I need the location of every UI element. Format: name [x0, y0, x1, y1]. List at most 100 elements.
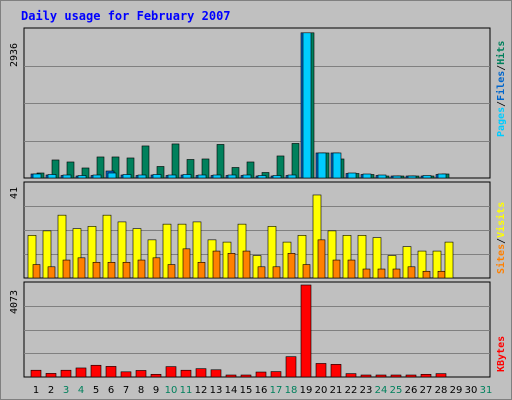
pages-bar-day-20 [317, 152, 327, 179]
visits-bar-day-19 [297, 235, 307, 279]
sites-bar-day-3 [62, 259, 71, 279]
sites-bar-day-9 [152, 257, 161, 279]
day-label-1: 1 [33, 385, 39, 396]
visits-bar-day-3 [57, 214, 67, 279]
kbytes-bar-day-12 [195, 368, 207, 378]
visits-bar-day-22 [342, 235, 352, 279]
sites-bar-day-28 [437, 270, 446, 279]
sites-bar-day-20 [317, 239, 326, 279]
day-label-19: 19 [300, 385, 313, 396]
sites-bar-day-23 [362, 268, 371, 279]
day-label-8: 8 [138, 385, 144, 396]
day-label-31: 31 [480, 385, 493, 396]
pages-bar-day-11 [182, 174, 192, 179]
day-label-27: 27 [420, 385, 433, 396]
day-label-4: 4 [78, 385, 84, 396]
kbytes-bar-day-14 [225, 374, 237, 378]
visits-bar-day-2 [42, 230, 52, 279]
sites-bar-day-1 [32, 264, 41, 279]
sites-bar-day-27 [422, 270, 431, 279]
legend-item-pages: Pages [496, 107, 507, 137]
visits-bar-day-26 [402, 246, 412, 279]
kbytes-bar-day-3 [60, 369, 72, 378]
sites-bar-day-6 [107, 261, 116, 279]
pages-bar-day-24 [377, 174, 387, 179]
visits-bar-day-21 [327, 230, 337, 279]
pages-bar-day-8 [137, 174, 147, 179]
kbytes-bar-day-10 [165, 366, 177, 378]
pages-bar-day-15 [242, 174, 252, 179]
visits-bar-day-5 [87, 226, 97, 279]
day-label-25: 25 [390, 385, 403, 396]
kbytes-bar-day-24 [375, 374, 387, 378]
pages-bar-day-26 [407, 175, 417, 179]
kbytes-bar-day-8 [135, 370, 147, 378]
day-label-16: 16 [255, 385, 268, 396]
sites-bar-day-13 [212, 250, 221, 279]
kbytes-bar-day-21 [330, 364, 342, 378]
day-label-17: 17 [270, 385, 283, 396]
kbytes-bar-day-13 [210, 369, 222, 378]
pages-bar-day-13 [212, 174, 222, 179]
day-label-24: 24 [375, 385, 388, 396]
kbytes-bar-day-26 [405, 374, 417, 378]
day-label-5: 5 [93, 385, 99, 396]
ymax-label-hits: 2936 [9, 43, 20, 67]
legend-separator: / [496, 238, 507, 244]
day-label-28: 28 [435, 385, 448, 396]
sites-bar-day-8 [137, 259, 146, 279]
pages-bar-day-17 [272, 175, 282, 179]
pages-bar-day-14 [227, 174, 237, 179]
hits-bar-day-8 [141, 145, 150, 179]
pages-bar-day-7 [122, 174, 132, 179]
panel-kbytes-area [23, 281, 491, 378]
day-label-6: 6 [108, 385, 114, 396]
pages-bar-day-23 [362, 173, 372, 179]
day-label-13: 13 [210, 385, 223, 396]
legend-separator: / [496, 101, 507, 107]
kbytes-bar-day-22 [345, 373, 357, 378]
pages-bar-day-16 [257, 175, 267, 179]
day-label-26: 26 [405, 385, 418, 396]
sites-bar-day-16 [257, 266, 266, 279]
day-label-3: 3 [63, 385, 69, 396]
kbytes-bar-day-17 [270, 371, 282, 378]
visits-bar-day-27 [417, 250, 427, 279]
pages-bar-day-5 [92, 174, 102, 179]
sites-bar-day-22 [347, 259, 356, 279]
visits-bar-day-10 [162, 223, 172, 279]
legend-item-sites: Sites [495, 244, 507, 274]
day-label-14: 14 [225, 385, 238, 396]
day-label-7: 7 [123, 385, 129, 396]
kbytes-bar-day-18 [285, 356, 297, 378]
chart-title: Daily usage for February 2007 [21, 9, 231, 23]
day-label-10: 10 [165, 385, 178, 396]
kbytes-bar-day-11 [180, 369, 192, 378]
visits-bar-day-4 [72, 228, 82, 279]
hits-bar-day-13 [216, 144, 225, 179]
pages-bar-day-25 [392, 175, 402, 179]
visits-bar-day-25 [387, 255, 397, 279]
kbytes-bar-day-20 [315, 363, 327, 378]
kbytes-bar-day-25 [390, 374, 402, 378]
visits-bar-day-6 [102, 214, 112, 279]
pages-bar-day-1 [32, 173, 42, 179]
legend-item-kbytes: KBytes [496, 336, 507, 372]
sites-bar-day-5 [92, 261, 101, 279]
visits-bar-day-1 [27, 235, 37, 279]
kbytes-bar-day-5 [90, 364, 102, 378]
legend-kbytes: KBytes [496, 336, 507, 372]
ymax-label-kbytes: 4073 [9, 290, 20, 314]
pages-bar-day-12 [197, 174, 207, 179]
sites-bar-day-18 [287, 253, 296, 279]
day-label-2: 2 [48, 385, 54, 396]
day-label-9: 9 [153, 385, 159, 396]
kbytes-bar-day-1 [30, 369, 42, 378]
kbytes-bar-day-9 [150, 373, 162, 378]
kbytes-bar-day-6 [105, 366, 117, 378]
hits-bar-day-10 [171, 143, 180, 179]
day-label-18: 18 [285, 385, 298, 396]
visits-bar-day-23 [357, 235, 367, 279]
kbytes-bar-day-4 [75, 367, 87, 378]
